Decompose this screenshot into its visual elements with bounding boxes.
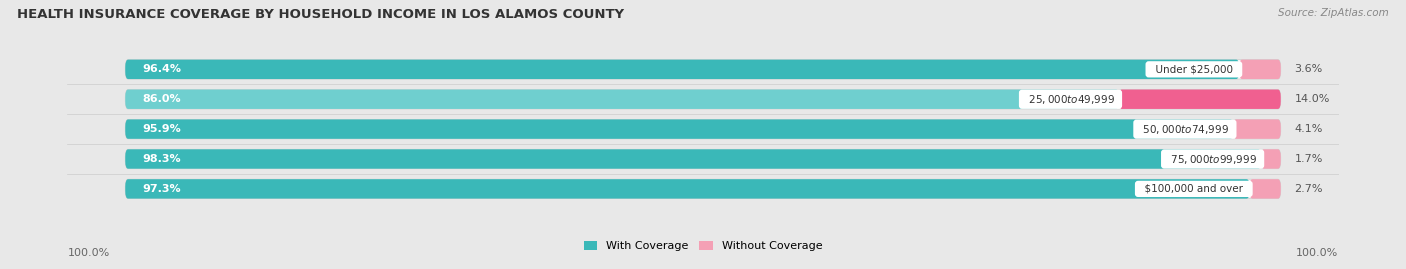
Text: HEALTH INSURANCE COVERAGE BY HOUSEHOLD INCOME IN LOS ALAMOS COUNTY: HEALTH INSURANCE COVERAGE BY HOUSEHOLD I… [17, 8, 624, 21]
Text: 97.3%: 97.3% [142, 184, 181, 194]
Text: 14.0%: 14.0% [1295, 94, 1330, 104]
Text: 100.0%: 100.0% [67, 248, 110, 258]
FancyBboxPatch shape [125, 119, 1233, 139]
FancyBboxPatch shape [1233, 119, 1281, 139]
Text: 4.1%: 4.1% [1295, 124, 1323, 134]
FancyBboxPatch shape [125, 179, 1281, 199]
Text: 96.4%: 96.4% [142, 64, 181, 74]
FancyBboxPatch shape [125, 119, 1281, 139]
Text: Under $25,000: Under $25,000 [1149, 64, 1239, 74]
Text: $25,000 to $49,999: $25,000 to $49,999 [1022, 93, 1119, 106]
Text: 100.0%: 100.0% [1296, 248, 1339, 258]
FancyBboxPatch shape [125, 60, 1281, 79]
FancyBboxPatch shape [1239, 60, 1281, 79]
Text: 2.7%: 2.7% [1295, 184, 1323, 194]
FancyBboxPatch shape [125, 179, 1250, 199]
Text: 98.3%: 98.3% [142, 154, 181, 164]
FancyBboxPatch shape [125, 90, 1119, 109]
Text: $100,000 and over: $100,000 and over [1137, 184, 1250, 194]
FancyBboxPatch shape [1261, 149, 1281, 169]
FancyBboxPatch shape [125, 60, 1239, 79]
FancyBboxPatch shape [125, 149, 1261, 169]
Text: 3.6%: 3.6% [1295, 64, 1323, 74]
FancyBboxPatch shape [125, 149, 1281, 169]
FancyBboxPatch shape [125, 90, 1281, 109]
Text: 95.9%: 95.9% [142, 124, 181, 134]
Legend: With Coverage, Without Coverage: With Coverage, Without Coverage [579, 236, 827, 256]
Text: Source: ZipAtlas.com: Source: ZipAtlas.com [1278, 8, 1389, 18]
Text: $50,000 to $74,999: $50,000 to $74,999 [1136, 123, 1233, 136]
Text: 86.0%: 86.0% [142, 94, 181, 104]
FancyBboxPatch shape [1119, 90, 1281, 109]
Text: 1.7%: 1.7% [1295, 154, 1323, 164]
FancyBboxPatch shape [1250, 179, 1281, 199]
Text: $75,000 to $99,999: $75,000 to $99,999 [1164, 153, 1261, 165]
